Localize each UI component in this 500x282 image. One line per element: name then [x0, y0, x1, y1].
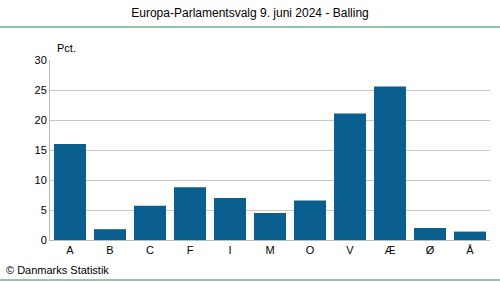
svg-text:Ø: Ø: [426, 244, 435, 256]
svg-text:Europa-Parlamentsvalg 9. juni: Europa-Parlamentsvalg 9. juni 2024 - Bal…: [131, 6, 368, 20]
svg-text:5: 5: [41, 204, 47, 216]
svg-text:Æ: Æ: [385, 244, 396, 256]
svg-text:20: 20: [35, 114, 47, 126]
svg-text:B: B: [106, 244, 113, 256]
svg-text:F: F: [187, 244, 194, 256]
svg-text:C: C: [146, 244, 154, 256]
svg-text:I: I: [228, 244, 231, 256]
svg-text:O: O: [306, 244, 315, 256]
svg-text:0: 0: [41, 234, 47, 246]
svg-text:10: 10: [35, 174, 47, 186]
svg-text:30: 30: [35, 54, 47, 66]
svg-text:A: A: [66, 244, 74, 256]
svg-text:25: 25: [35, 84, 47, 96]
svg-text:V: V: [346, 244, 354, 256]
svg-text:Å: Å: [466, 244, 474, 256]
svg-text:M: M: [265, 244, 274, 256]
svg-text:Pct.: Pct.: [57, 42, 76, 54]
svg-text:15: 15: [35, 144, 47, 156]
svg-text:© Danmarks Statistik: © Danmarks Statistik: [6, 264, 109, 276]
